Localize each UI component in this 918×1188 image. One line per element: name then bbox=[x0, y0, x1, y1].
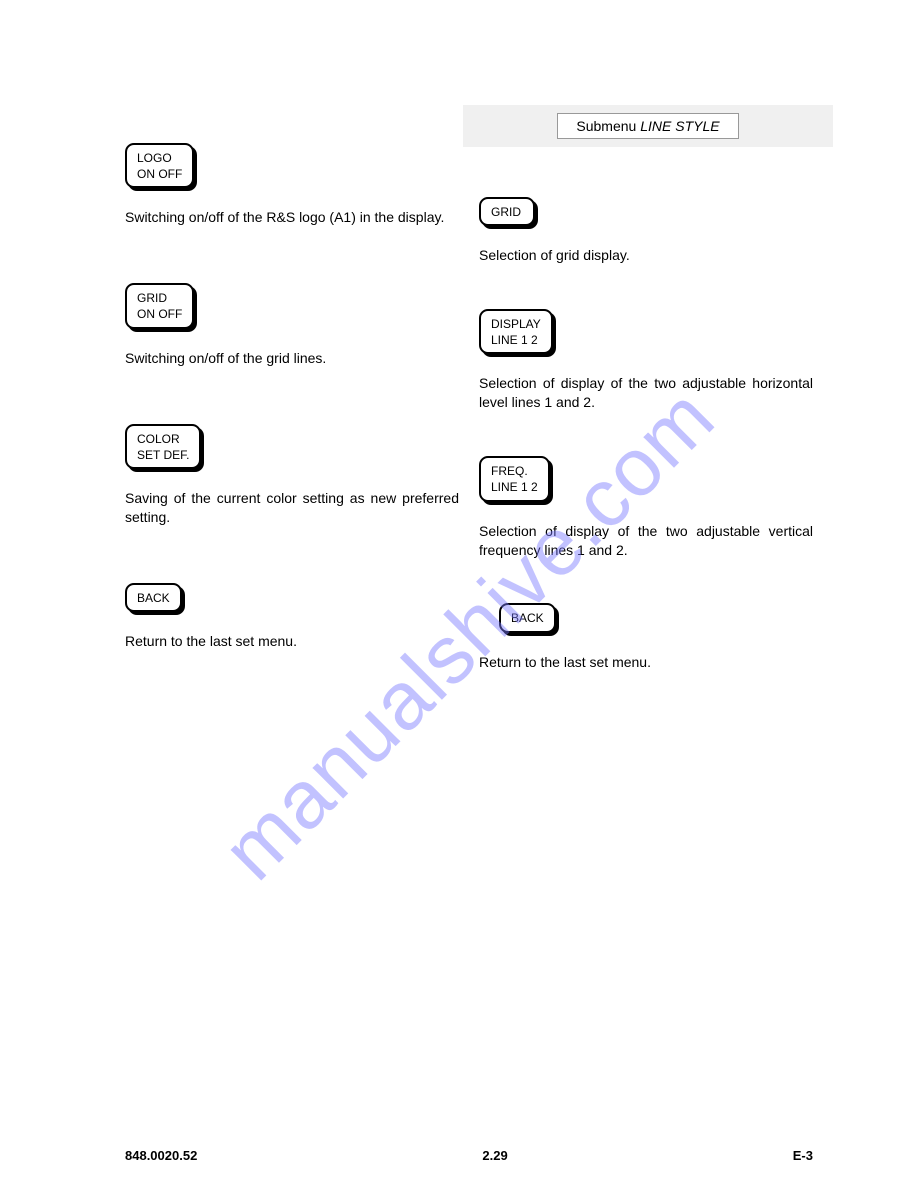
freq-line-desc: Selection of display of the two adjustab… bbox=[479, 522, 813, 560]
page: Submenu LINE STYLE LOGO ON OFF Switching… bbox=[125, 105, 813, 1148]
left-column: LOGO ON OFF Switching on/off of the R&S … bbox=[125, 105, 459, 715]
page-footer: 848.0020.52 2.29 E-3 bbox=[125, 1148, 813, 1163]
submenu-title: LINE STYLE bbox=[640, 118, 719, 134]
key-line: FREQ. bbox=[491, 463, 538, 479]
grid-desc: Selection of grid display. bbox=[479, 246, 813, 265]
back-right-desc: Return to the last set menu. bbox=[479, 653, 813, 672]
footer-center: 2.29 bbox=[482, 1148, 507, 1163]
key-line: LINE 1 2 bbox=[491, 479, 538, 495]
key-line: BACK bbox=[137, 590, 170, 606]
color-set-def-key: COLOR SET DEF. bbox=[125, 424, 201, 469]
block-grid: GRID Selection of grid display. bbox=[479, 197, 813, 265]
key-line: LOGO bbox=[137, 150, 182, 166]
submenu-prefix: Submenu bbox=[576, 118, 640, 134]
back-key-left: BACK bbox=[125, 583, 182, 612]
block-color: COLOR SET DEF. Saving of the current col… bbox=[125, 424, 459, 527]
grid-key: GRID bbox=[479, 197, 535, 226]
submenu-header-band: Submenu LINE STYLE bbox=[463, 105, 833, 147]
key-line: SET DEF. bbox=[137, 447, 189, 463]
right-column: GRID Selection of grid display. DISPLAY … bbox=[479, 105, 813, 715]
key-line: ON OFF bbox=[137, 166, 182, 182]
footer-right: E-3 bbox=[793, 1148, 813, 1163]
key-line: COLOR bbox=[137, 431, 189, 447]
key-line: BACK bbox=[511, 610, 544, 626]
freq-line-key: FREQ. LINE 1 2 bbox=[479, 456, 550, 501]
block-back-left: BACK Return to the last set menu. bbox=[125, 583, 459, 651]
back-key-right: BACK bbox=[499, 603, 556, 632]
grid-onoff-desc: Switching on/off of the grid lines. bbox=[125, 349, 459, 368]
submenu-header-box: Submenu LINE STYLE bbox=[557, 113, 738, 139]
logo-on-off-key: LOGO ON OFF bbox=[125, 143, 194, 188]
key-line: DISPLAY bbox=[491, 316, 541, 332]
key-line: LINE 1 2 bbox=[491, 332, 541, 348]
block-back-right: BACK Return to the last set menu. bbox=[479, 603, 813, 671]
footer-left: 848.0020.52 bbox=[125, 1148, 197, 1163]
grid-on-off-key: GRID ON OFF bbox=[125, 283, 194, 328]
key-line: GRID bbox=[491, 204, 523, 220]
back-left-desc: Return to the last set menu. bbox=[125, 632, 459, 651]
block-freq-line: FREQ. LINE 1 2 Selection of display of t… bbox=[479, 456, 813, 559]
block-display-line: DISPLAY LINE 1 2 Selection of display of… bbox=[479, 309, 813, 412]
content-columns: LOGO ON OFF Switching on/off of the R&S … bbox=[125, 105, 813, 715]
key-line: ON OFF bbox=[137, 306, 182, 322]
logo-desc: Switching on/off of the R&S logo (A1) in… bbox=[125, 208, 459, 227]
block-grid-onoff: GRID ON OFF Switching on/off of the grid… bbox=[125, 283, 459, 367]
block-logo: LOGO ON OFF Switching on/off of the R&S … bbox=[125, 143, 459, 227]
display-line-desc: Selection of display of the two adjustab… bbox=[479, 374, 813, 412]
key-line: GRID bbox=[137, 290, 182, 306]
display-line-key: DISPLAY LINE 1 2 bbox=[479, 309, 553, 354]
color-desc: Saving of the current color setting as n… bbox=[125, 489, 459, 527]
